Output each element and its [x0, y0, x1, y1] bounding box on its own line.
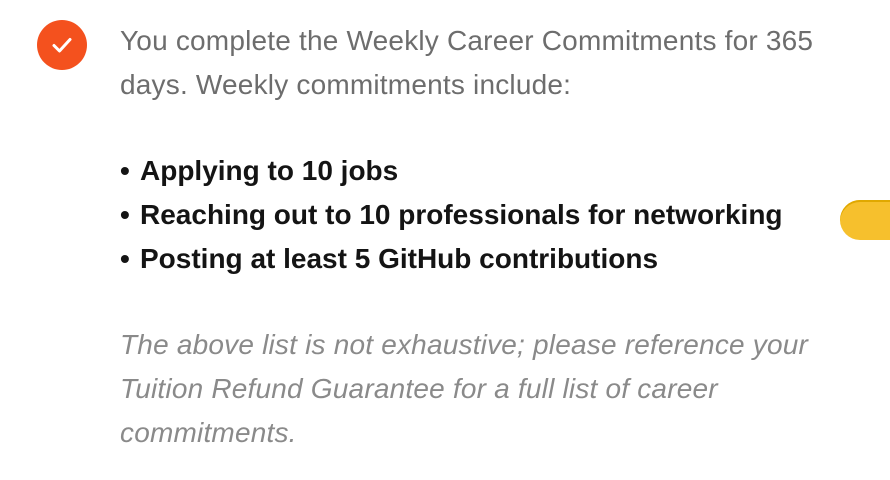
checkmark-icon	[37, 20, 87, 70]
list-item: • Posting at least 5 GitHub contributions	[120, 237, 840, 281]
list-item: • Applying to 10 jobs	[120, 149, 840, 193]
commitment-text: Reaching out to 10 professionals for net…	[140, 199, 783, 230]
side-tab-button[interactable]	[840, 200, 890, 240]
bullet: •	[120, 243, 130, 274]
commitments-list: • Applying to 10 jobs • Reaching out to 10…	[120, 149, 840, 281]
commitment-text: Applying to 10 jobs	[140, 155, 399, 186]
bullet: •	[120, 199, 130, 230]
checkmark-glyph	[52, 38, 72, 53]
commitments-content: You complete the Weekly Career Commitmen…	[120, 19, 840, 455]
list-item: • Reaching out to 10 professionals for ne…	[120, 193, 840, 237]
commitment-text: Posting at least 5 GitHub contributions	[140, 243, 659, 274]
disclaimer-note: The above list is not exhaustive; please…	[120, 329, 809, 448]
intro-text: You complete the Weekly Career Commitmen…	[120, 25, 814, 100]
bullet: •	[120, 155, 130, 186]
